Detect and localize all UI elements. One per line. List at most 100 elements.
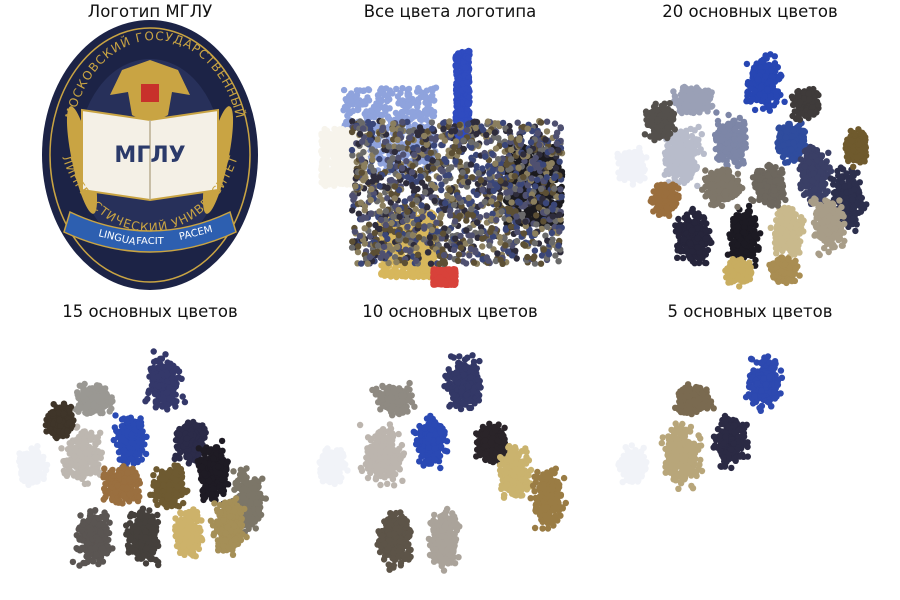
data-point	[388, 219, 395, 227]
data-point	[374, 106, 381, 114]
data-point	[415, 146, 422, 154]
data-point	[406, 102, 413, 110]
data-point	[398, 165, 406, 172]
data-point	[409, 212, 416, 219]
data-point	[446, 118, 453, 125]
panel-logo: Логотип МГЛУ МГЛУ LINGUA FACIT PACEM МОС…	[0, 0, 300, 300]
data-point	[400, 151, 407, 158]
data-point	[361, 225, 368, 232]
data-point	[452, 158, 459, 165]
scatter-20-clusters	[614, 51, 870, 290]
data-point	[540, 218, 547, 225]
data-point	[532, 230, 539, 237]
data-point	[540, 161, 547, 168]
data-point	[395, 232, 402, 239]
data-point	[542, 200, 550, 207]
data-point	[441, 280, 449, 287]
data-point	[378, 270, 385, 277]
data-point	[629, 177, 637, 184]
data-point	[377, 87, 384, 94]
data-point	[404, 223, 411, 230]
data-point	[391, 148, 398, 156]
data-point	[394, 136, 401, 143]
data-point	[555, 147, 562, 154]
data-point	[358, 119, 366, 127]
data-point	[521, 201, 528, 209]
data-point	[414, 251, 422, 258]
data-point	[459, 169, 466, 176]
data-point	[338, 127, 345, 134]
data-point	[403, 180, 410, 187]
data-point	[507, 156, 515, 163]
data-point	[535, 204, 543, 211]
data-point	[548, 239, 556, 246]
data-point	[400, 114, 407, 121]
data-point	[509, 242, 516, 249]
data-point	[548, 229, 556, 237]
data-point	[499, 260, 506, 267]
data-point	[408, 169, 416, 176]
data-point	[513, 190, 520, 198]
data-point	[682, 164, 689, 171]
data-point	[532, 154, 539, 162]
data-point	[441, 270, 449, 278]
data-point	[643, 154, 650, 161]
data-point	[625, 151, 632, 159]
data-point	[483, 212, 490, 219]
data-point	[326, 145, 333, 153]
data-point	[477, 214, 484, 221]
data-point	[434, 152, 442, 160]
data-point	[423, 111, 430, 118]
data-point	[440, 120, 447, 127]
data-point	[478, 228, 485, 236]
data-point	[452, 116, 459, 124]
data-point	[527, 166, 534, 173]
data-point	[354, 106, 361, 114]
data-point	[741, 126, 749, 133]
data-point	[721, 128, 728, 135]
data-point	[507, 223, 515, 230]
data-point	[516, 135, 523, 142]
data-point	[386, 87, 394, 94]
data-point	[427, 260, 435, 267]
data-point	[481, 198, 488, 206]
data-point	[448, 195, 456, 202]
data-point	[492, 145, 500, 152]
data-point	[526, 148, 533, 155]
data-point	[490, 246, 497, 253]
data-point	[426, 234, 434, 241]
data-point	[344, 177, 351, 184]
data-point	[482, 153, 489, 160]
data-point	[421, 189, 429, 196]
data-point	[477, 177, 485, 184]
data-point	[342, 96, 349, 103]
data-point	[537, 146, 545, 153]
data-point	[512, 208, 519, 215]
data-point	[330, 134, 337, 142]
data-point	[502, 180, 509, 187]
data-point	[495, 135, 502, 142]
data-point	[428, 119, 436, 126]
data-point	[460, 178, 467, 185]
data-point	[355, 243, 362, 250]
data-point	[501, 234, 508, 242]
data-point	[484, 118, 492, 125]
data-point	[527, 139, 535, 146]
data-point	[552, 217, 559, 225]
data-point	[533, 212, 540, 219]
data-point	[436, 175, 443, 182]
data-point	[410, 145, 417, 152]
data-point	[513, 255, 520, 262]
data-point	[555, 258, 562, 265]
data-point	[446, 207, 454, 214]
data-point	[472, 249, 479, 256]
data-point	[386, 162, 393, 170]
msu-logo-image: МГЛУ LINGUA FACIT PACEM МОСКОВСКИЙ ГОСУД…	[42, 20, 258, 290]
data-point	[624, 165, 631, 172]
data-point	[425, 249, 432, 256]
data-point	[420, 273, 427, 281]
data-point	[552, 252, 559, 259]
data-point	[479, 243, 486, 250]
data-point	[458, 111, 466, 119]
data-point	[433, 219, 440, 226]
